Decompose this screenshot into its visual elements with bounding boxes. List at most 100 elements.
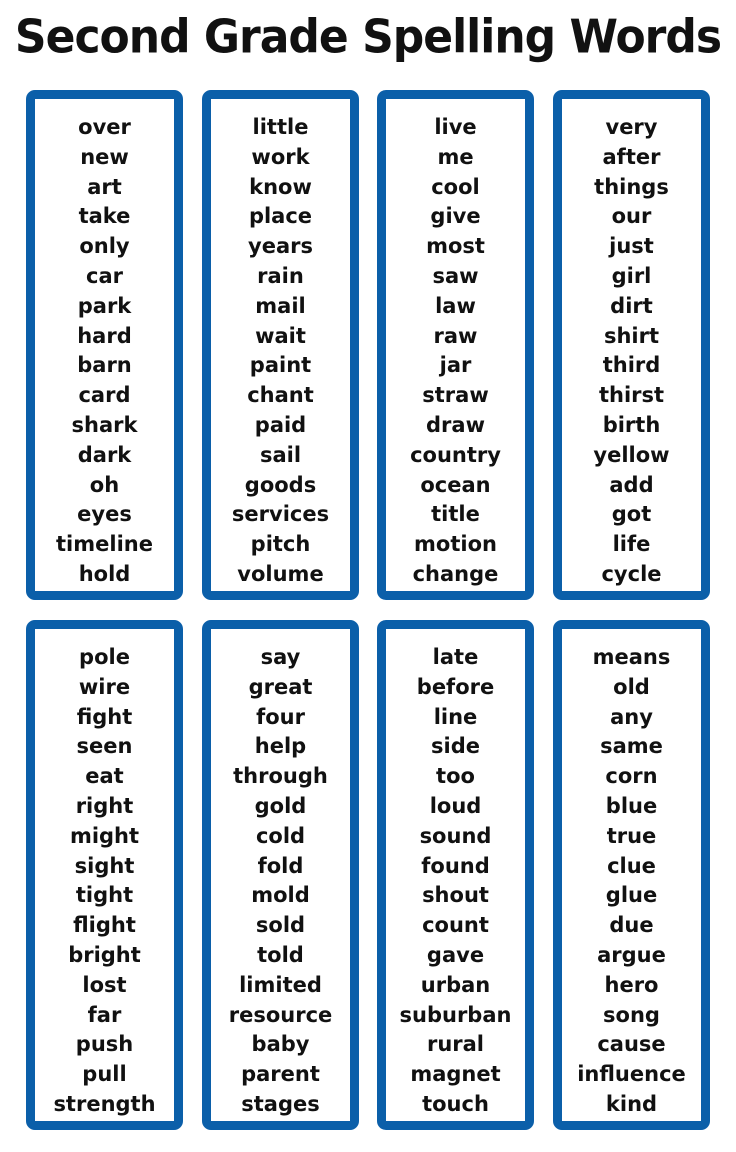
spelling-word: just [609,234,654,259]
spelling-word: gold [254,793,307,818]
spelling-word: draw [426,412,485,437]
spelling-word: goods [244,472,317,497]
spelling-word: clue [607,853,656,878]
spelling-word: country [410,442,501,467]
spelling-word: jar [439,353,472,378]
spelling-word: yellow [593,442,670,467]
spelling-word: late [432,645,479,669]
spelling-word: shirt [603,323,660,348]
spelling-word: very [605,115,658,139]
spelling-word: far [87,1002,122,1027]
spelling-word: chant [247,383,314,408]
spelling-word: volume [237,561,324,586]
word-list: very after things our just girl dirt shirt third… [562,113,701,590]
spelling-word: eyes [77,502,132,527]
spelling-word: little [252,115,309,139]
spelling-word: barn [77,353,132,378]
spelling-word: most [426,234,485,259]
spelling-word: art [87,174,122,199]
spelling-word: take [78,204,131,229]
spelling-word: hero [604,972,659,997]
spelling-word: same [600,734,663,759]
spelling-word: lost [82,972,127,997]
word-list-box: say great four help through gold cold fold mold s… [202,620,359,1130]
spelling-word: mold [251,883,310,908]
spelling-word: cycle [601,561,662,586]
word-list: pole wire fight seen eat right might sight tight… [35,643,174,1120]
spelling-word: dark [77,442,132,467]
spelling-word: add [609,472,654,497]
spelling-word: due [609,913,654,938]
spelling-word: sight [74,853,135,878]
spelling-word: any [610,704,653,729]
spelling-word: dirt [610,293,653,318]
spelling-word: know [249,174,312,199]
spelling-word: mail [255,293,306,318]
spelling-word: parent [241,1062,320,1087]
spelling-word: strength [53,1091,156,1116]
word-list: late before line side too loud sound found shout… [386,643,525,1120]
spelling-word: ocean [420,472,491,497]
spelling-word: suburban [399,1002,512,1027]
word-list: over new art take only car park hard barn card sha… [35,113,174,590]
spelling-word: over [78,115,131,139]
word-list-box: means old any same corn blue true clue glue due ar… [553,620,710,1130]
spelling-word: hard [77,323,132,348]
spelling-word: sail [259,442,302,467]
spelling-word: baby [251,1032,310,1057]
spelling-word: raw [433,323,478,348]
spelling-word: too [436,764,475,789]
spelling-word: true [606,823,657,848]
spelling-word: oh [89,472,120,497]
spelling-word: got [611,502,652,527]
spelling-word: birth [602,412,661,437]
spelling-word: count [422,913,489,938]
spelling-word: wait [255,323,306,348]
spelling-word: girl [611,263,652,288]
spelling-word: live [434,115,477,139]
spelling-word: kind [605,1091,658,1116]
spelling-word: flight [73,913,136,938]
spelling-word: say [260,645,301,669]
spelling-word: push [75,1032,134,1057]
spelling-word: new [80,144,129,169]
spelling-word: urban [420,972,491,997]
spelling-word: sound [419,823,492,848]
word-list: live me cool give most saw law raw jar straw draw c… [386,113,525,590]
spelling-word: pitch [250,532,311,557]
spelling-word: cause [597,1032,666,1057]
spelling-word: give [430,204,481,229]
spelling-word: loud [429,793,482,818]
spelling-word: shark [71,412,138,437]
spelling-word: old [613,674,650,699]
word-list: means old any same corn blue true clue glue due ar… [562,643,701,1120]
page-title: Second Grade Spelling Words [14,10,722,65]
word-list: say great four help through gold cold fold mold s… [211,643,350,1120]
spelling-word: right [75,793,134,818]
spelling-word: limited [239,972,322,997]
spelling-word: me [437,144,474,169]
spelling-word: stages [241,1091,320,1116]
spelling-word: law [435,293,476,318]
spelling-word: influence [577,1062,686,1087]
spelling-word: things [594,174,669,199]
word-list: little work know place years rain mail wait pain… [211,113,350,590]
spelling-word: straw [422,383,489,408]
spelling-word: motion [414,532,497,557]
spelling-word: third [602,353,661,378]
spelling-word: cool [431,174,480,199]
spelling-word: line [433,704,478,729]
spelling-word: rural [426,1032,485,1057]
spelling-word: seen [76,734,133,759]
spelling-word: wire [78,674,131,699]
spelling-word: services [231,502,330,527]
spelling-word: title [431,502,480,527]
spelling-word: life [612,532,651,557]
spelling-word: argue [597,942,666,967]
spelling-word: cold [255,823,306,848]
spelling-word: pull [82,1062,127,1087]
spelling-word: bright [68,942,141,967]
spelling-word: great [248,674,313,699]
spelling-word: fight [76,704,133,729]
spelling-word: glue [605,883,658,908]
